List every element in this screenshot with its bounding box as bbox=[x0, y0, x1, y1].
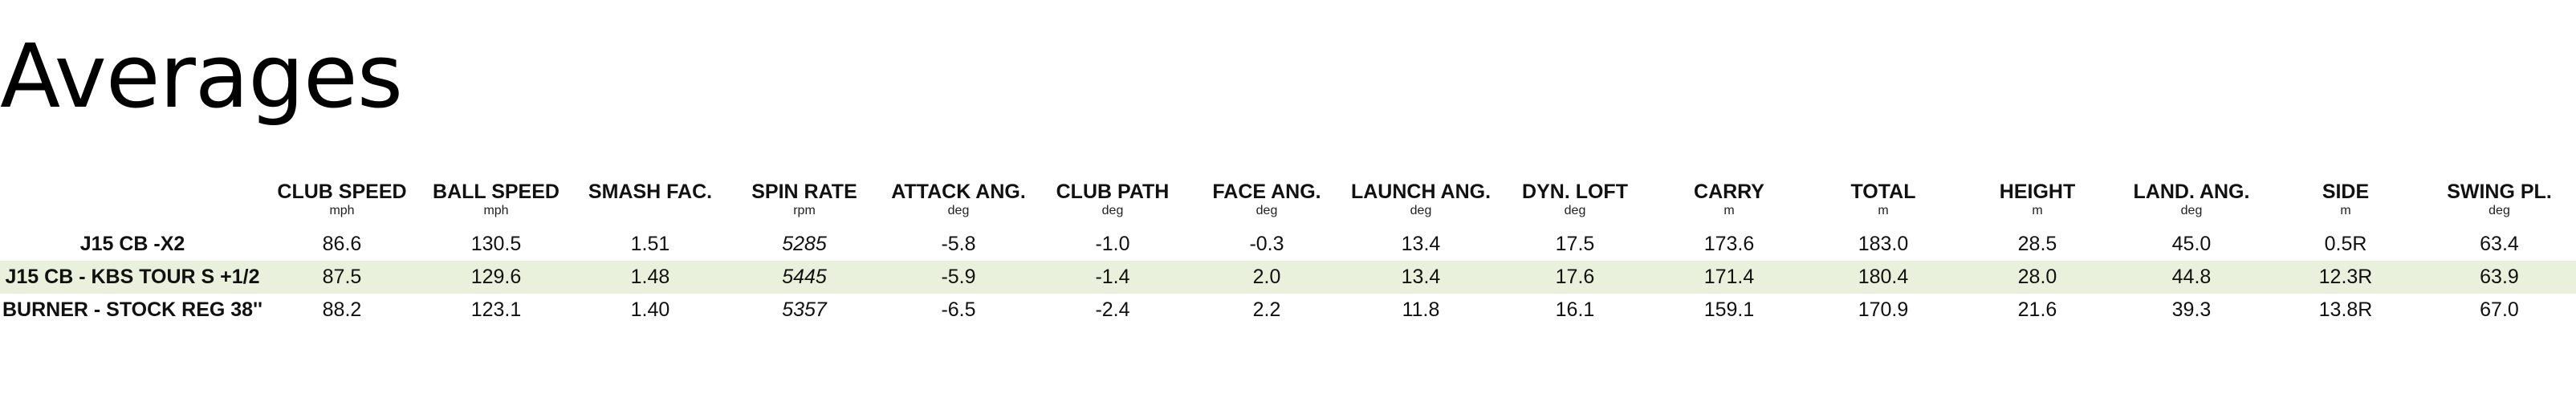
column-header: LAUNCH ANG. bbox=[1350, 181, 1491, 203]
header-label-row: CLUB SPEED BALL SPEED SMASH FAC. SPIN RA… bbox=[0, 178, 2576, 204]
column-unit: m bbox=[1878, 204, 1889, 217]
value-cell: 130.5 bbox=[470, 233, 522, 255]
value-cell: 11.8 bbox=[1402, 298, 1440, 321]
column-unit: deg bbox=[2489, 204, 2510, 217]
column-unit: rpm bbox=[793, 204, 816, 217]
column-unit: deg bbox=[1410, 204, 1432, 217]
averages-table: CLUB SPEED BALL SPEED SMASH FAC. SPIN RA… bbox=[0, 178, 2576, 327]
column-header: CLUB PATH bbox=[1056, 181, 1170, 203]
header-unit-row: mph mph rpm deg deg deg deg deg m m m de… bbox=[0, 204, 2576, 228]
column-header: DYN. LOFT bbox=[1522, 181, 1628, 203]
club-unit-cell bbox=[0, 204, 265, 228]
value-cell: 12.3R bbox=[2318, 266, 2373, 288]
value-cell: 39.3 bbox=[2171, 298, 2212, 321]
value-cell: 13.8R bbox=[2318, 298, 2373, 321]
column-unit: mph bbox=[483, 204, 509, 217]
value-cell: 63.4 bbox=[2480, 233, 2519, 255]
value-cell: 44.8 bbox=[2171, 266, 2212, 288]
value-cell: 1.40 bbox=[630, 298, 670, 321]
column-header: CLUB SPEED bbox=[277, 181, 407, 203]
value-cell: -6.5 bbox=[941, 298, 976, 321]
value-cell: 1.51 bbox=[630, 233, 670, 255]
column-header: BALL SPEED bbox=[433, 181, 560, 203]
value-cell: 123.1 bbox=[470, 298, 522, 321]
table-row: BURNER - STOCK REG 38'' 88.2 123.1 1.40 … bbox=[0, 294, 2576, 327]
club-name-cell: J15 CB - KBS TOUR S +1/2 bbox=[5, 266, 260, 288]
column-unit: mph bbox=[329, 204, 355, 217]
column-header: CARRY bbox=[1694, 181, 1764, 203]
value-cell: 129.6 bbox=[470, 266, 522, 288]
value-cell: 183.0 bbox=[1858, 233, 1909, 255]
value-cell: 1.48 bbox=[630, 266, 670, 288]
value-cell: 88.2 bbox=[322, 298, 362, 321]
value-cell: -2.4 bbox=[1095, 298, 1130, 321]
column-unit bbox=[573, 204, 727, 228]
column-unit: m bbox=[1723, 204, 1735, 217]
table-row: J15 CB -X2 86.6 130.5 1.51 5285 -5.8 -1.… bbox=[0, 228, 2576, 261]
value-cell: 21.6 bbox=[2017, 298, 2057, 321]
column-unit: deg bbox=[947, 204, 970, 217]
value-cell: 171.4 bbox=[1703, 266, 1755, 288]
column-header: SIDE bbox=[2322, 181, 2370, 203]
value-cell: -0.3 bbox=[1249, 233, 1284, 255]
column-unit: deg bbox=[1101, 204, 1124, 217]
value-cell: 17.5 bbox=[1555, 233, 1595, 255]
value-cell: 13.4 bbox=[1401, 266, 1441, 288]
value-cell: 17.6 bbox=[1555, 266, 1595, 288]
table-row: J15 CB - KBS TOUR S +1/2 87.5 129.6 1.48… bbox=[0, 261, 2576, 294]
value-cell: -5.9 bbox=[941, 266, 976, 288]
value-cell: 67.0 bbox=[2480, 298, 2519, 321]
column-header: ATTACK ANG. bbox=[891, 181, 1026, 203]
column-unit: deg bbox=[1564, 204, 1586, 217]
column-unit: deg bbox=[2180, 204, 2203, 217]
column-unit: deg bbox=[1255, 204, 1278, 217]
value-cell: 28.0 bbox=[2017, 266, 2057, 288]
column-header: SPIN RATE bbox=[751, 181, 857, 203]
value-cell: 45.0 bbox=[2171, 233, 2212, 255]
column-header: SMASH FAC. bbox=[588, 181, 713, 203]
value-cell: 5445 bbox=[782, 266, 827, 288]
club-name-cell: BURNER - STOCK REG 38'' bbox=[2, 298, 262, 321]
value-cell: 13.4 bbox=[1401, 233, 1441, 255]
value-cell: 5357 bbox=[782, 298, 827, 321]
value-cell: 180.4 bbox=[1858, 266, 1909, 288]
value-cell: -1.0 bbox=[1095, 233, 1130, 255]
value-cell: 2.2 bbox=[1252, 298, 1281, 321]
value-cell: 5285 bbox=[782, 233, 827, 255]
value-cell: 2.0 bbox=[1252, 266, 1281, 288]
value-cell: -5.8 bbox=[941, 233, 976, 255]
value-cell: 159.1 bbox=[1703, 298, 1755, 321]
value-cell: 0.5R bbox=[2324, 233, 2367, 255]
club-name-cell: J15 CB -X2 bbox=[79, 233, 185, 255]
value-cell: -1.4 bbox=[1095, 266, 1130, 288]
value-cell: 63.9 bbox=[2480, 266, 2519, 288]
column-header: SWING PL. bbox=[2447, 181, 2552, 203]
value-cell: 173.6 bbox=[1703, 233, 1755, 255]
column-unit: m bbox=[2032, 204, 2043, 217]
value-cell: 87.5 bbox=[322, 266, 362, 288]
column-header: FACE ANG. bbox=[1212, 181, 1321, 203]
column-header: HEIGHT bbox=[1999, 181, 2076, 203]
column-header: LAND. ANG. bbox=[2133, 181, 2250, 203]
value-cell: 170.9 bbox=[1858, 298, 1909, 321]
value-cell: 86.6 bbox=[322, 233, 362, 255]
column-header: TOTAL bbox=[1850, 181, 1916, 203]
value-cell: 16.1 bbox=[1555, 298, 1595, 321]
value-cell: 28.5 bbox=[2017, 233, 2057, 255]
club-column-header bbox=[0, 178, 265, 204]
column-unit: m bbox=[2340, 204, 2351, 217]
page-title: Averages bbox=[0, 25, 403, 128]
